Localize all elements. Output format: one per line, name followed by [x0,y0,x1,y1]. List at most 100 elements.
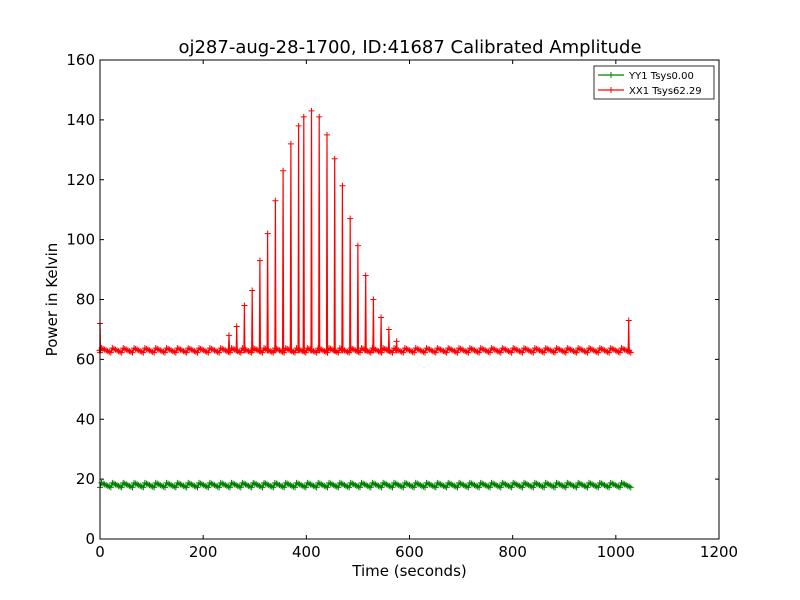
data-point [385,326,392,333]
data-point [476,484,483,491]
data-point [606,484,613,491]
data-point [226,349,233,356]
data-point [237,484,244,491]
data-point [129,349,136,356]
y-tick-label: 120 [66,171,95,189]
plot-area [96,107,634,491]
data-point [107,484,114,491]
x-tick-label: 1000 [597,543,635,561]
data-point [551,484,558,491]
axis-ticks: 0 200 400 600 800 1000 1200 0 20 40 60 80 100 120 140 1… [66,51,738,561]
data-point [595,349,602,356]
data-point [400,484,407,491]
data-point [194,349,201,356]
data-point [421,484,428,491]
data-point [183,349,190,356]
data-point [241,302,248,309]
data-point [454,484,461,491]
y-tick-label: 60 [76,350,95,368]
data-point [287,140,294,147]
legend-label: XX1 Tsys62.29 [629,86,702,97]
data-point [270,484,277,491]
data-point [378,484,385,491]
data-point [194,484,201,491]
series-markers [96,107,634,356]
data-point [362,272,369,279]
series-1 [96,107,634,356]
data-point [486,484,493,491]
data-point [233,323,240,330]
data-point [346,484,353,491]
y-axis-title: Power in Kelvin [43,243,61,357]
data-point [508,484,515,491]
data-point [259,349,266,356]
data-point [216,349,223,356]
data-point [400,349,407,356]
data-point [584,484,591,491]
data-point [295,122,302,129]
data-point [541,349,548,356]
legend-box [593,65,715,100]
data-point [616,349,623,356]
data-point [140,484,147,491]
data-point [508,349,515,356]
data-point [616,484,623,491]
data-point [378,314,385,321]
data-point [205,349,212,356]
data-point [272,197,279,204]
data-point [140,349,147,356]
data-point [443,349,450,356]
data-point [313,484,320,491]
data-point [356,484,363,491]
data-point [562,349,569,356]
data-point [347,215,354,222]
data-point [519,349,526,356]
data-point [389,484,396,491]
data-point [280,167,287,174]
data-point [324,484,331,491]
data-point [411,484,418,491]
legend: YY1 Tsys0.00 XX1 Tsys62.29 [593,65,715,100]
data-point [443,484,450,491]
data-point [118,349,125,356]
data-point [606,349,613,356]
data-point [129,484,136,491]
x-axis-title: Time (seconds) [351,562,467,580]
data-point [432,349,439,356]
data-point [323,131,330,138]
data-point [367,484,374,491]
data-point [226,484,233,491]
y-tick-label: 100 [66,231,95,249]
series-0 [97,479,634,491]
y-tick-label: 140 [66,111,95,129]
x-tick-label: 0 [95,543,105,561]
data-point [432,484,439,491]
data-point [551,349,558,356]
data-point [172,484,179,491]
data-point [256,257,263,264]
data-point [248,484,255,491]
x-tick-label: 1200 [700,543,738,561]
data-point [486,349,493,356]
data-point [625,317,632,324]
data-point [356,349,363,356]
data-point [562,484,569,491]
data-point [237,349,244,356]
data-point [291,349,298,356]
data-point [161,484,168,491]
data-point [465,349,472,356]
legend-marker [608,72,614,78]
data-point [118,484,125,491]
data-point [249,287,256,294]
data-point [497,349,504,356]
x-tick-label: 600 [395,543,424,561]
data-point [584,349,591,356]
data-point [264,230,271,237]
data-point [465,484,472,491]
data-point [354,242,361,249]
data-point [259,484,266,491]
x-tick-label: 800 [498,543,527,561]
data-point [302,349,309,356]
